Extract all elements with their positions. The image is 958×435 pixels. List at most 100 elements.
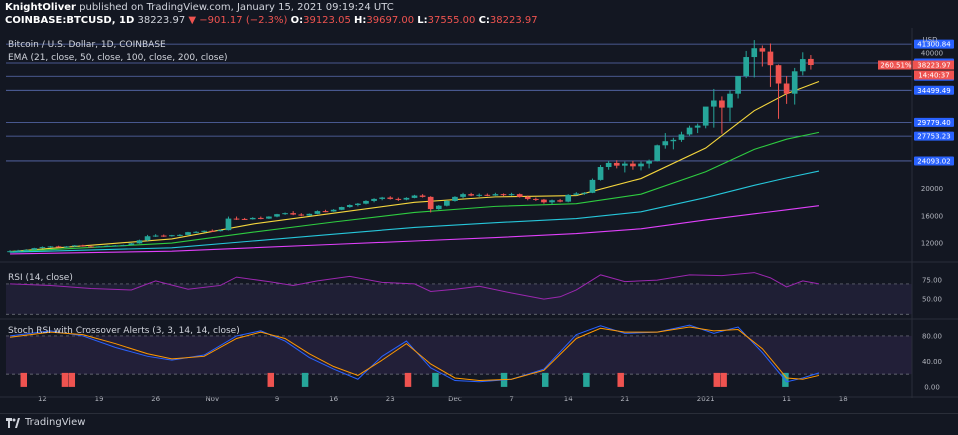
chart-canvas[interactable]: 1200016000200004000041300.8438526.883656… xyxy=(0,28,958,413)
candle-body xyxy=(484,194,491,196)
candle-body xyxy=(791,71,798,94)
candle-body xyxy=(646,160,652,164)
candle-body xyxy=(710,100,717,107)
candle-body xyxy=(314,211,321,214)
price-level-tag-text: 27753.23 xyxy=(917,133,950,141)
percent-change-tag xyxy=(878,60,914,70)
candle-body xyxy=(322,211,329,213)
stoch-k-line xyxy=(9,324,820,383)
candle-body xyxy=(427,196,434,210)
candle-body xyxy=(411,195,418,198)
time-tick-label: Nov xyxy=(205,395,219,403)
candle-body xyxy=(678,134,685,140)
candle-body xyxy=(573,193,580,195)
price-change: −901.17 (−2.3%) xyxy=(199,15,288,26)
candle-body xyxy=(338,207,345,210)
candle-body xyxy=(524,196,531,199)
candle-body xyxy=(419,195,426,197)
candle-body xyxy=(193,231,199,233)
tradingview-logo[interactable]: TradingView xyxy=(6,417,85,428)
candle-body xyxy=(492,194,499,196)
stoch-indicator-label: Stoch RSI with Crossover Alerts (3, 3, 1… xyxy=(8,326,240,336)
stoch-pane[interactable]: 80.00 40.00 0.00 xyxy=(6,324,942,391)
candle-body xyxy=(565,194,572,202)
crossover-alert-bar xyxy=(542,372,549,387)
brand-name: TradingView xyxy=(25,417,86,428)
crossover-alert-bar xyxy=(583,372,590,387)
candle-body xyxy=(783,83,790,94)
candle-body xyxy=(63,246,70,248)
countdown-tag xyxy=(914,70,954,80)
candle-body xyxy=(128,243,135,246)
candle-body xyxy=(654,145,661,161)
candle-body xyxy=(144,236,151,241)
time-axis[interactable]: 12 19 26 Nov 9 16 23 Dec 7 14 21 2021 11 18 xyxy=(38,395,848,403)
price-level-tag xyxy=(914,156,954,166)
price-pane[interactable]: 1200016000200004000041300.8438526.883656… xyxy=(6,39,954,255)
candle-body xyxy=(395,198,402,200)
last-price-tag xyxy=(914,60,954,70)
candle-body xyxy=(55,246,62,248)
time-tick-label: 19 xyxy=(95,395,104,403)
stoch-d-line xyxy=(9,326,820,382)
price-tick-label: 16000 xyxy=(921,212,943,220)
candle-body xyxy=(605,162,612,168)
candle-body xyxy=(500,194,507,196)
high-label: H: xyxy=(354,15,367,26)
open-label: O: xyxy=(290,15,304,26)
candle-body xyxy=(735,76,741,94)
candle-body xyxy=(209,230,216,232)
crossover-alert-bar xyxy=(68,372,76,387)
time-tick-label: 18 xyxy=(839,395,848,403)
author-name[interactable]: KnightOliver xyxy=(5,2,76,13)
open-value: 39123.05 xyxy=(303,15,351,26)
symbol-label[interactable]: COINBASE:BTCUSD, 1D xyxy=(5,15,135,26)
candle-body xyxy=(630,163,636,167)
candle-body xyxy=(15,250,21,252)
candle-body xyxy=(266,216,272,219)
candle-body xyxy=(290,213,297,215)
candle-body xyxy=(274,214,280,217)
candle-body xyxy=(516,194,523,197)
published-text: published on TradingView.com, January 15… xyxy=(79,2,394,13)
candle-body xyxy=(371,198,377,201)
candle-body xyxy=(31,248,38,250)
candle-body xyxy=(330,209,337,212)
candle-body xyxy=(719,100,725,108)
rsi-pane[interactable]: 75.00 50.00 xyxy=(6,272,942,315)
candle-body xyxy=(597,167,604,180)
price-level-tag-text: 24093.02 xyxy=(917,157,950,165)
candle-body xyxy=(241,218,248,220)
high-value: 39697.00 xyxy=(366,15,415,26)
rsi-line xyxy=(10,272,820,300)
candle-body xyxy=(112,245,119,247)
time-tick-label: 26 xyxy=(151,395,160,403)
time-tick-label: 16 xyxy=(329,395,338,403)
last-price: 38223.97 xyxy=(137,15,186,26)
candle-body xyxy=(799,59,806,72)
rsi-tick-label: 50.00 xyxy=(922,296,942,304)
time-tick-label: 2021 xyxy=(697,395,715,403)
chart-header: KnightOliver published on TradingView.co… xyxy=(0,0,958,28)
candle-body xyxy=(257,217,264,219)
close-value: 38223.97 xyxy=(489,15,538,26)
price-chart-title: Bitcoin / U.S. Dollar, 1D, COINBASE xyxy=(8,40,166,50)
candle-body xyxy=(39,247,46,249)
candle-body xyxy=(379,197,385,199)
candle-body xyxy=(177,234,183,236)
candle-body xyxy=(533,198,539,200)
price-level-tag xyxy=(914,117,954,127)
candle-body xyxy=(201,230,208,232)
percent-change-text: 260.51% xyxy=(880,62,911,70)
candle-body xyxy=(638,163,644,167)
candle-body xyxy=(686,127,693,135)
candle-body xyxy=(233,218,240,220)
ema-line-4 xyxy=(10,205,820,255)
candle-body xyxy=(185,232,191,235)
publisher-line: KnightOliver published on TradingView.co… xyxy=(5,2,394,13)
candle-body xyxy=(621,163,628,166)
time-tick-label: 9 xyxy=(275,395,279,403)
candle-body xyxy=(694,125,701,128)
down-arrow-icon: ▼ xyxy=(188,15,197,26)
crossover-alert-bar xyxy=(713,372,721,387)
